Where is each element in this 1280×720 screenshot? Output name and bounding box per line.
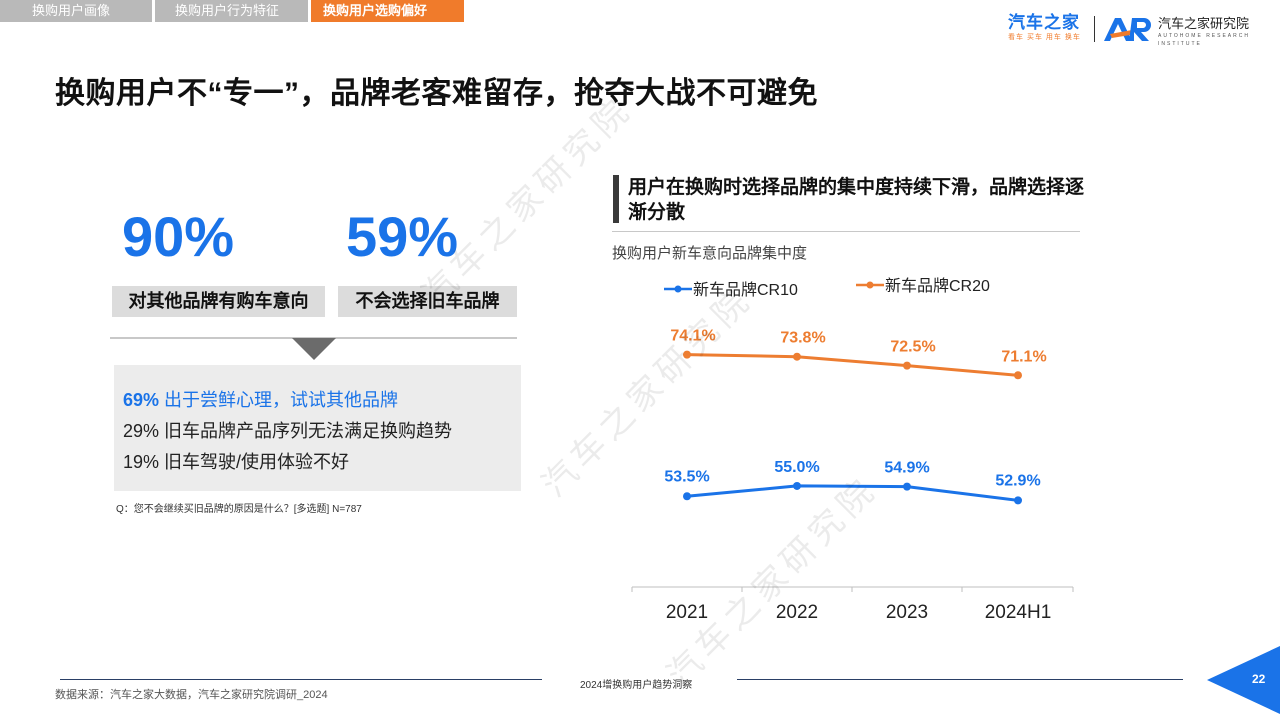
data-point-cr10-2024H1 — [1014, 496, 1022, 505]
series-line-cr10 — [686, 484, 1019, 502]
data-point-cr10-2022 — [793, 481, 801, 490]
legend-marker-1 — [674, 285, 682, 293]
stat-not-old-brand-value: 59% — [346, 205, 459, 268]
ar-logo-icon — [1104, 18, 1151, 41]
institute-logo: 汽车之家研究院 AUTOHOME RESEARCH INSTITUTE — [1158, 16, 1280, 48]
institute-name: 汽车之家研究院 — [1158, 16, 1250, 31]
data-source-note: 数据来源：汽车之家大数据，汽车之家研究院调研_2024 — [55, 689, 328, 701]
logo-divider — [1094, 16, 1095, 42]
reasons-panel: 69% 出于尝鲜心理，试试其他品牌 29% 旧车品牌产品序列无法满足换购趋势 1… — [114, 365, 521, 491]
page-title: 换购用户不“专一”，品牌老客难留存，抢夺大战不可避免 — [55, 77, 818, 110]
data-label-cr10-2022: 55.0% — [774, 459, 819, 476]
x-tick-label-2023: 2023 — [886, 602, 928, 623]
data-label-cr20-2023: 72.5% — [890, 339, 935, 356]
reason-text-2: 旧车品牌产品序列无法满足换购趋势 — [164, 421, 453, 441]
data-label-cr10-2023: 54.9% — [884, 460, 929, 477]
data-point-cr10-2021 — [683, 492, 691, 501]
reason-pct-3: 19% — [123, 452, 160, 472]
reason-text-1: 出于尝鲜心理，试试其他品牌 — [164, 390, 399, 410]
reason-pct-1: 69% — [123, 390, 160, 410]
autohome-logo: 汽车之家 看车 买车 用车 换车 — [1008, 13, 1084, 43]
stat-other-brand-intent-label: 对其他品牌有购车意向 — [112, 286, 325, 317]
stat-not-old-brand-label: 不会选择旧车品牌 — [338, 286, 517, 317]
reason-item-2: 29% 旧车品牌产品序列无法满足换购趋势 — [123, 417, 452, 443]
data-point-cr10-2023 — [903, 482, 911, 491]
data-label-cr10-2021: 53.5% — [664, 468, 709, 485]
chart-heading: 用户在换购时选择品牌的集中度持续下滑，品牌选择逐渐分散 — [628, 177, 1085, 223]
legend-label-1: 新车品牌CR10 — [693, 281, 798, 299]
tab-user-profile[interactable]: 换购用户画像 — [0, 0, 152, 22]
footer-rule-left — [60, 679, 542, 680]
data-point-cr20-2023 — [903, 361, 911, 370]
page-number-badge — [1207, 646, 1280, 714]
footer-rule-right — [737, 679, 1183, 680]
logo-brand-slogan: 看车 买车 用车 换车 — [1008, 34, 1081, 41]
legend-label-2: 新车品牌CR20 — [885, 277, 990, 295]
data-point-cr20-2022 — [793, 352, 801, 361]
chart-subtitle: 换购用户新车意向品牌集中度 — [612, 245, 808, 262]
data-point-cr20-2024H1 — [1014, 371, 1022, 380]
logo-brand-name: 汽车之家 — [1008, 13, 1080, 32]
brand-concentration-line-chart: 2021 2022 2023 2024H1 新车品牌CR10 新车品牌CR20 53.5% 5… — [631, 277, 1074, 623]
stat-other-brand-intent-value: 90% — [122, 205, 235, 268]
data-point-cr20-2021 — [683, 350, 691, 359]
tab-user-preference[interactable]: 换购用户选购偏好 — [311, 0, 464, 22]
chart-heading-accent — [613, 175, 619, 223]
reason-item-3: 19% 旧车驾驶/使用体验不好 — [123, 448, 349, 474]
data-label-cr10-2024H1: 52.9% — [995, 472, 1040, 489]
survey-question-note: Q：您不会继续买旧品牌的原因是什么？[多选题] N=787 — [116, 504, 362, 515]
x-tick-label-2022: 2022 — [776, 602, 818, 623]
reason-text-3: 旧车驾驶/使用体验不好 — [164, 452, 350, 472]
reason-item-1: 69% 出于尝鲜心理，试试其他品牌 — [123, 386, 398, 412]
chart-heading-rule — [612, 231, 1080, 232]
data-label-cr20-2021: 74.1% — [670, 328, 715, 345]
legend-marker-2 — [866, 281, 874, 289]
x-tick-label-2024H1: 2024H1 — [985, 602, 1052, 623]
institute-english-name: AUTOHOME RESEARCH INSTITUTE — [1158, 33, 1250, 47]
data-label-cr20-2024H1: 71.1% — [1001, 348, 1046, 365]
footer-report-title: 2024增换购用户趋势洞察 — [580, 680, 693, 691]
reason-pct-2: 29% — [123, 421, 160, 441]
page-number: 22 — [1252, 672, 1266, 686]
tab-user-behavior[interactable]: 换购用户行为特征 — [155, 0, 308, 22]
section-tabs: 换购用户画像 换购用户行为特征 换购用户选购偏好 — [0, 0, 467, 22]
data-label-cr20-2022: 73.8% — [780, 330, 825, 347]
x-tick-label-2021: 2021 — [666, 602, 708, 623]
pointer-down-icon — [292, 338, 336, 360]
series-line-cr20 — [686, 353, 1019, 377]
